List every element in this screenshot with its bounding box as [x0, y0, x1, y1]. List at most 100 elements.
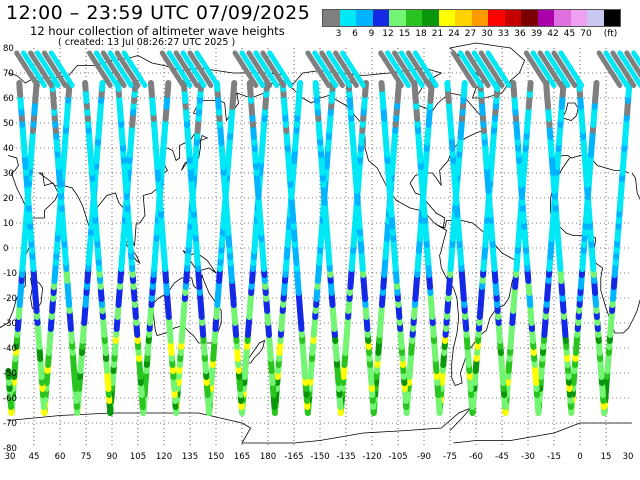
latitude-label: 10 [3, 219, 14, 229]
track-segment [464, 50, 491, 88]
track-segment [41, 50, 68, 88]
track-segment [551, 50, 578, 88]
track-segment [412, 50, 439, 88]
track-segment [558, 50, 585, 88]
longitude-label: 105 [130, 452, 146, 462]
coastline [562, 102, 579, 121]
latitude-label: 60 [3, 94, 14, 104]
longitude-label: 150 [208, 452, 224, 462]
latitude-labels: 80 70 60 50 40 30 20 10 0 -10 -20 -30 -40 -50 -60 -70 -8… [3, 44, 17, 454]
latitude-label: -40 [3, 344, 17, 354]
legend-swatch [372, 10, 389, 26]
legend-swatch [356, 10, 373, 26]
legend-label: 15 [398, 29, 411, 39]
legend-swatch [389, 10, 406, 26]
longitude-label: 135 [182, 452, 198, 462]
track-segment [86, 50, 113, 88]
track-segment [166, 50, 193, 88]
longitude-labels: 30 45 60 75 90 105 120 135 150 165 180 -165 -150 -135… [5, 452, 634, 462]
legend-swatch [570, 10, 587, 26]
longitude-label: -120 [362, 452, 381, 462]
track-segment [631, 50, 640, 68]
track-segment [34, 50, 61, 88]
track-segment [385, 50, 411, 88]
legend-swatch [554, 10, 571, 26]
chart-subtitle: 12 hour collection of altimeter wave hei… [30, 24, 285, 38]
track-segment [596, 50, 623, 88]
track-segment [28, 50, 54, 88]
legend-swatch [438, 10, 455, 26]
latitude-label: -80 [3, 444, 17, 454]
latitude-label: 50 [3, 119, 14, 129]
track-segment [405, 50, 432, 88]
track-segment [93, 50, 120, 88]
longitude-label: 60 [55, 452, 66, 462]
latitude-label: -50 [3, 369, 17, 379]
longitude-label: 165 [234, 452, 250, 462]
track-segment [312, 50, 339, 88]
legend-label: 33 [497, 29, 510, 39]
legend-swatch [587, 10, 604, 26]
longitude-label: 30 [5, 452, 16, 462]
track-segment [450, 50, 477, 88]
legend-label: 3 [335, 29, 342, 39]
altimeter-tracks [5, 50, 640, 416]
track-segment [187, 50, 214, 88]
legend-swatch [422, 10, 439, 26]
track-segment [107, 50, 134, 88]
track-segment [319, 50, 346, 88]
track-segment [48, 50, 75, 88]
latitude-label: -20 [3, 294, 17, 304]
legend-swatch [537, 10, 554, 26]
legend-swatch [504, 10, 521, 26]
latitude-label: 30 [3, 169, 14, 179]
longitude-label: -75 [443, 452, 457, 462]
longitude-label: 45 [29, 452, 40, 462]
longitude-label: 75 [81, 452, 92, 462]
chart-title: 12:00 – 23:59 UTC 07/09/2025 [6, 2, 311, 24]
legend-label: 12 [382, 29, 394, 39]
track-segment [100, 50, 127, 88]
legend-label: 45 [563, 29, 576, 39]
legend-label: 36 [514, 29, 526, 39]
latitude-label: 80 [3, 44, 14, 54]
track-segment [21, 50, 47, 88]
legend-swatch [455, 10, 472, 26]
legend-swatch [323, 10, 340, 26]
track-segment [544, 50, 571, 88]
track-segment [457, 50, 484, 88]
longitude-label: -135 [336, 452, 355, 462]
legend-label: 9 [368, 29, 375, 39]
legend-swatch [471, 10, 488, 26]
latitude-label: 70 [3, 69, 14, 79]
longitude-label: -60 [469, 452, 483, 462]
longitude-label: 0 [577, 452, 582, 462]
legend-label: (ft) [603, 29, 618, 39]
track-segment [392, 50, 418, 88]
track-segment [340, 50, 366, 88]
longitude-label: 30 [623, 452, 634, 462]
track-segment [333, 50, 359, 88]
track-segment [121, 50, 148, 88]
track-segment [326, 50, 352, 88]
track-segment [530, 50, 557, 88]
coastline [7, 407, 472, 444]
track-segment [305, 50, 332, 88]
legend-label: 42 [547, 29, 559, 39]
legend-label: 6 [352, 29, 358, 39]
legend-label: 27 [464, 29, 477, 39]
track-segment [253, 50, 280, 88]
legend-swatch [339, 10, 356, 26]
legend-label: 70 [580, 29, 592, 39]
track-segment [194, 50, 221, 88]
longitude-label: -30 [521, 452, 535, 462]
latitude-label: 40 [3, 144, 14, 154]
longitude-label: -165 [284, 452, 303, 462]
track-segment [180, 50, 207, 88]
longitude-label: -45 [495, 452, 509, 462]
color-legend: 3 6 9 12 15 18 21 24 27 30 33 36 39 42 45 70 (ft) [322, 9, 634, 43]
latitude-label: -60 [3, 394, 17, 404]
legend-color-bar [322, 9, 621, 27]
track-segment [267, 50, 294, 88]
